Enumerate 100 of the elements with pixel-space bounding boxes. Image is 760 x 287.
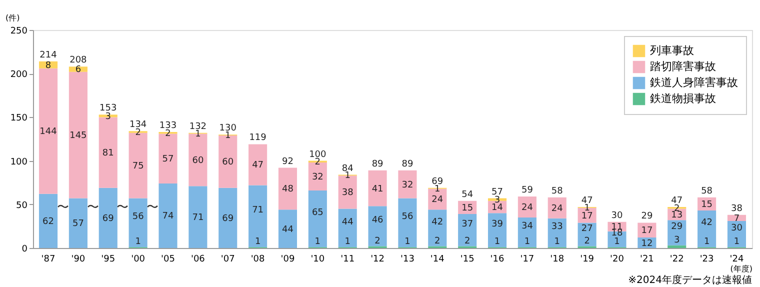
total-label: 208: [70, 56, 88, 66]
x-tick-label: '00: [131, 254, 146, 264]
annotation: 〜: [56, 200, 69, 214]
x-tick-label: '08: [250, 254, 266, 264]
x-tick-label: '13: [400, 254, 414, 264]
total-label: 214: [40, 50, 58, 60]
bar: [278, 168, 298, 210]
bar: [158, 183, 178, 248]
data-label: 2: [314, 158, 321, 168]
total-label: 89: [372, 159, 384, 170]
data-label: 15: [701, 200, 713, 210]
data-label: 145: [70, 131, 87, 142]
data-label: 1: [734, 237, 740, 248]
data-label: 71: [252, 206, 264, 216]
legend-label: 鉄道人身障害事故: [650, 76, 738, 89]
data-label: 42: [701, 218, 713, 228]
total-label: 58: [701, 186, 713, 196]
x-tick-label: '17: [520, 254, 534, 264]
bar: [638, 222, 656, 238]
total-label: 89: [402, 159, 414, 170]
data-label: 2: [165, 128, 171, 139]
data-label: 1: [314, 237, 321, 248]
data-label: 2: [584, 236, 590, 246]
bar: [428, 210, 447, 246]
data-label: 56: [132, 212, 144, 222]
x-tick-label: '18: [550, 254, 564, 264]
bar: [128, 198, 148, 248]
total-label: 38: [731, 204, 743, 214]
data-label: 2: [374, 236, 380, 246]
data-label: 1: [344, 237, 350, 248]
total-label: 92: [282, 156, 294, 167]
data-label: 15: [462, 203, 474, 214]
data-label: 1: [434, 184, 440, 194]
bar: [248, 144, 268, 186]
annotation: 〜: [116, 200, 129, 214]
x-tick-label: '90: [71, 254, 86, 264]
data-label: 69: [222, 214, 234, 224]
data-label: 69: [102, 214, 114, 224]
total-label: 54: [462, 190, 474, 200]
data-label: 8: [45, 60, 52, 71]
bar: [398, 198, 417, 248]
data-label: 74: [162, 212, 174, 222]
data-label: 1: [584, 203, 590, 214]
data-label: 24: [432, 195, 444, 206]
x-tick-label: '09: [280, 254, 295, 264]
data-label: 38: [342, 188, 354, 198]
data-label: 1: [225, 131, 231, 142]
x-tick-label: '10: [310, 254, 325, 264]
data-label: 48: [282, 184, 294, 195]
bar: [698, 210, 716, 248]
bar: [458, 214, 477, 246]
bar: [578, 222, 596, 246]
data-label: 46: [372, 216, 384, 226]
y-tick-label: 200: [10, 70, 28, 80]
bar: [398, 170, 417, 198]
data-label: 29: [671, 222, 683, 232]
data-label: 3: [105, 112, 111, 122]
legend-label: 列車事故: [650, 44, 694, 57]
data-label: 71: [192, 213, 204, 224]
total-label: 58: [551, 186, 564, 196]
data-label: 42: [432, 217, 444, 228]
x-tick-label: '21: [640, 254, 654, 264]
x-tick-label: '12: [370, 254, 384, 264]
x-tick-label: '95: [101, 254, 116, 264]
data-label: 81: [102, 148, 114, 159]
bar: [218, 188, 238, 248]
data-label: 57: [72, 219, 84, 230]
data-label: 1: [554, 237, 560, 248]
x-tick-label: '05: [161, 254, 175, 264]
data-label: 44: [342, 217, 354, 228]
bar: [248, 185, 268, 248]
x-tick-label: '19: [580, 254, 594, 264]
total-label: 29: [641, 212, 653, 222]
bar: [548, 197, 566, 218]
data-label: 17: [641, 226, 653, 236]
data-label: 39: [492, 219, 504, 230]
bar: [668, 245, 686, 248]
legend-label: 踏切障害事故: [650, 60, 716, 73]
bar: [488, 213, 507, 248]
data-label: 3: [674, 235, 680, 246]
data-label: 65: [312, 208, 324, 218]
y-tick-label: 250: [10, 26, 28, 36]
data-label: 1: [614, 237, 620, 248]
data-label: 144: [40, 127, 58, 138]
data-label: 12: [641, 238, 653, 249]
x-tick-label: '87: [41, 254, 56, 264]
total-label: 59: [521, 186, 534, 196]
total-label: 30: [611, 210, 623, 221]
x-tick-label: '22: [670, 254, 684, 264]
text: ※2024年度データは速報値: [628, 274, 752, 286]
data-label: 7: [734, 214, 740, 224]
data-label: 41: [372, 184, 384, 194]
data-label: 1: [524, 237, 530, 248]
bar: [338, 208, 357, 248]
x-tick-label: '14: [430, 254, 445, 264]
data-label: 14: [492, 203, 504, 214]
x-tick-label: '15: [460, 254, 474, 264]
data-label: 2: [464, 236, 470, 246]
bar: [68, 72, 88, 198]
data-label: 1: [344, 171, 350, 182]
